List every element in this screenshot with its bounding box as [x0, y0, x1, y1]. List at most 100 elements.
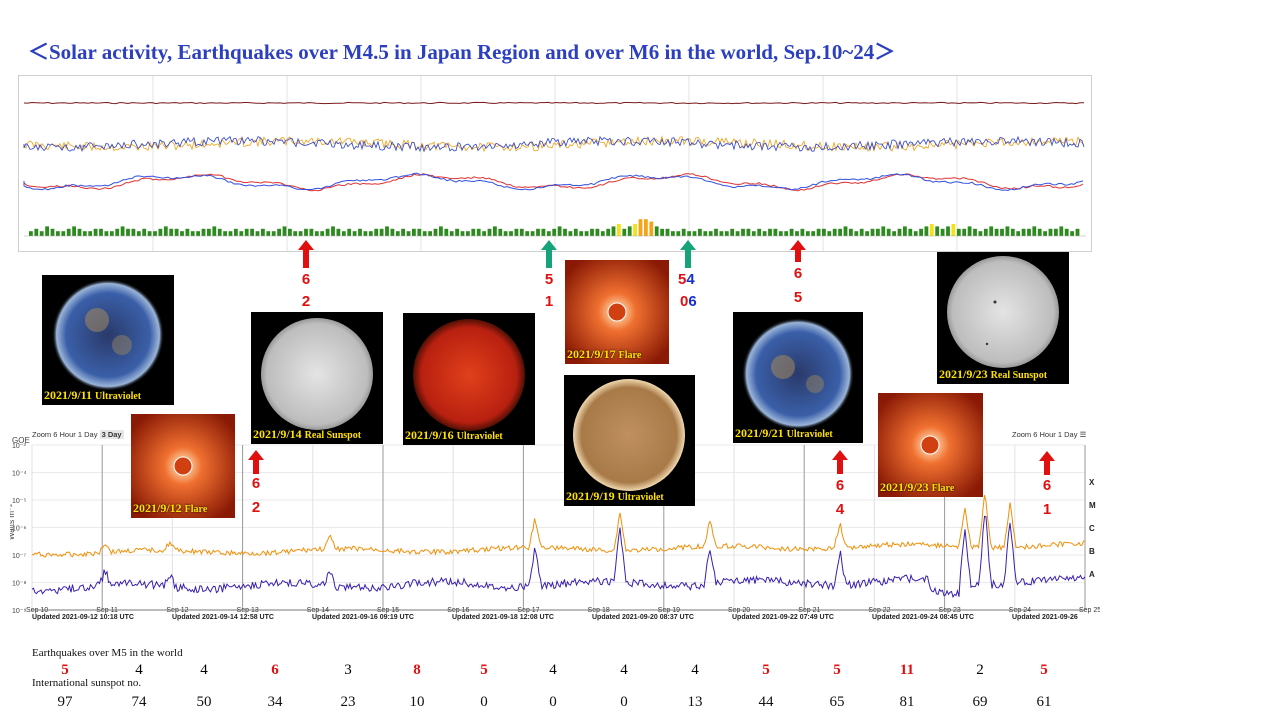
earthquake-arrow	[680, 240, 696, 273]
proton-flux-line	[23, 101, 1085, 105]
kp-bar	[1010, 228, 1015, 236]
kp-bar	[163, 226, 168, 236]
kp-bar	[390, 228, 395, 236]
kp-bar	[989, 226, 994, 236]
sunspot-count: 13	[687, 694, 703, 710]
updated-label: Updated 2021-09-20 08:37 UTC	[592, 614, 694, 621]
kp-bar	[897, 228, 902, 236]
kp-bar	[967, 226, 972, 236]
zoom-6hour[interactable]: 6 Hour	[53, 430, 76, 439]
earthquake-count: 5	[480, 662, 488, 678]
zoom-6hour[interactable]: 6 Hour	[1033, 430, 1056, 439]
sun-photo-white: 2021/9/14 Real Sunspot	[251, 312, 383, 444]
arrow-magnitude-int-b: 4	[686, 271, 695, 288]
photo-date: 2021/9/17	[567, 347, 616, 361]
zoom-1day[interactable]: 1 Day	[1057, 430, 1078, 439]
sunspot-count: 61	[1036, 694, 1052, 710]
kp-bar	[217, 228, 222, 236]
zoom-control-2[interactable]: Zoom 6 Hour 1 Day ☰	[1012, 430, 1086, 439]
earthquake-count: 4	[620, 662, 628, 678]
kp-bar	[822, 228, 826, 236]
zoom-1day[interactable]: 1 Day	[77, 430, 98, 439]
kp-bar	[757, 228, 762, 236]
kp-bar	[568, 231, 573, 236]
kp-bar	[406, 231, 411, 236]
kp-bar	[131, 228, 136, 236]
zoom-control-1[interactable]: Zoom 6 Hour 1 Day 3 Day	[32, 430, 124, 439]
photo-date: 2021/9/19	[566, 489, 615, 503]
kp-bar	[719, 231, 724, 236]
kp-bar	[93, 228, 98, 236]
arrow-magnitude-int: 5	[544, 271, 554, 288]
y-tick-label: 10⁻⁴	[12, 471, 27, 478]
kp-bar	[136, 231, 141, 236]
kp-bar	[115, 228, 120, 236]
kp-bar	[946, 226, 950, 236]
earthquake-count: 4	[200, 662, 208, 678]
sunspot-count: 74	[131, 694, 147, 710]
arrow-magnitude-dec: 5	[793, 289, 803, 306]
up-arrow-icon	[832, 450, 848, 474]
kp-bar	[147, 231, 152, 236]
earthquake-count: 5	[762, 662, 770, 678]
kp-bar	[660, 228, 664, 236]
photo-date: 2021/9/23	[939, 367, 988, 381]
kp-bar	[363, 231, 368, 236]
kp-bar	[320, 231, 325, 236]
flare-class-label: A	[1089, 570, 1095, 579]
kp-bar	[886, 228, 891, 236]
earthquake-arrow	[832, 450, 848, 479]
arrow-magnitude-dec: 2	[251, 499, 261, 516]
kp-bar	[1075, 228, 1080, 236]
kp-bar	[277, 228, 281, 236]
kp-bar	[314, 231, 319, 236]
kp-bar	[185, 228, 190, 236]
sun-photo-flare: 2021/9/23 Flare	[878, 393, 983, 497]
kp-bar	[973, 228, 977, 236]
kp-bar	[730, 228, 735, 236]
earthquake-count: 5	[1040, 662, 1048, 678]
photo-date: 2021/9/12	[133, 501, 182, 515]
arrow-magnitude-dec-b: 6	[688, 293, 697, 310]
earthquakes-row-label: Earthquakes over M5 in the world	[32, 647, 183, 659]
kp-bar	[778, 231, 783, 236]
sunspot-count: 44	[758, 694, 774, 710]
updated-label: Updated 2021-09-14 12:58 UTC	[172, 614, 274, 621]
photo-type: Flare	[931, 483, 955, 494]
sun-uv-image	[733, 312, 863, 443]
arrow-magnitude-dec: 1	[1042, 501, 1052, 518]
kp-bar	[638, 219, 643, 236]
arrow-magnitude-dec: 1	[544, 293, 554, 310]
kp-bar	[379, 228, 384, 236]
sunspot-count: 0	[480, 694, 488, 710]
kp-bar	[444, 228, 449, 236]
arrow-magnitude-int-a: 5	[678, 271, 687, 288]
kp-bar	[590, 228, 594, 236]
kp-bar	[120, 226, 125, 236]
kp-bar	[849, 228, 853, 236]
zoom-label: Zoom	[32, 430, 52, 439]
kp-bar	[671, 231, 675, 236]
up-arrow-icon	[790, 240, 806, 262]
kp-bar	[649, 221, 654, 236]
zoom-3day[interactable]: 3 Day	[99, 430, 124, 439]
earthquake-arrow	[248, 450, 264, 479]
arrow-magnitude-dec: 4	[835, 501, 845, 518]
photo-type: Flare	[618, 350, 642, 361]
earthquake-count: 2	[976, 662, 984, 678]
kp-bar	[45, 226, 49, 236]
kp-bar	[654, 226, 659, 236]
kp-bar	[341, 231, 346, 236]
space-weather-summary-chart	[18, 75, 1092, 252]
kp-bar	[584, 231, 589, 236]
photo-date: 2021/9/14	[253, 427, 302, 441]
kp-bar	[983, 228, 988, 236]
kp-bar	[676, 231, 681, 236]
kp-bar	[207, 228, 211, 236]
earthquake-count: 8	[413, 662, 421, 678]
kp-bar	[34, 228, 39, 236]
kp-bar	[595, 228, 600, 236]
kp-bar	[611, 226, 616, 236]
menu-icon[interactable]: ☰	[1079, 430, 1087, 439]
kp-bar	[109, 231, 114, 236]
